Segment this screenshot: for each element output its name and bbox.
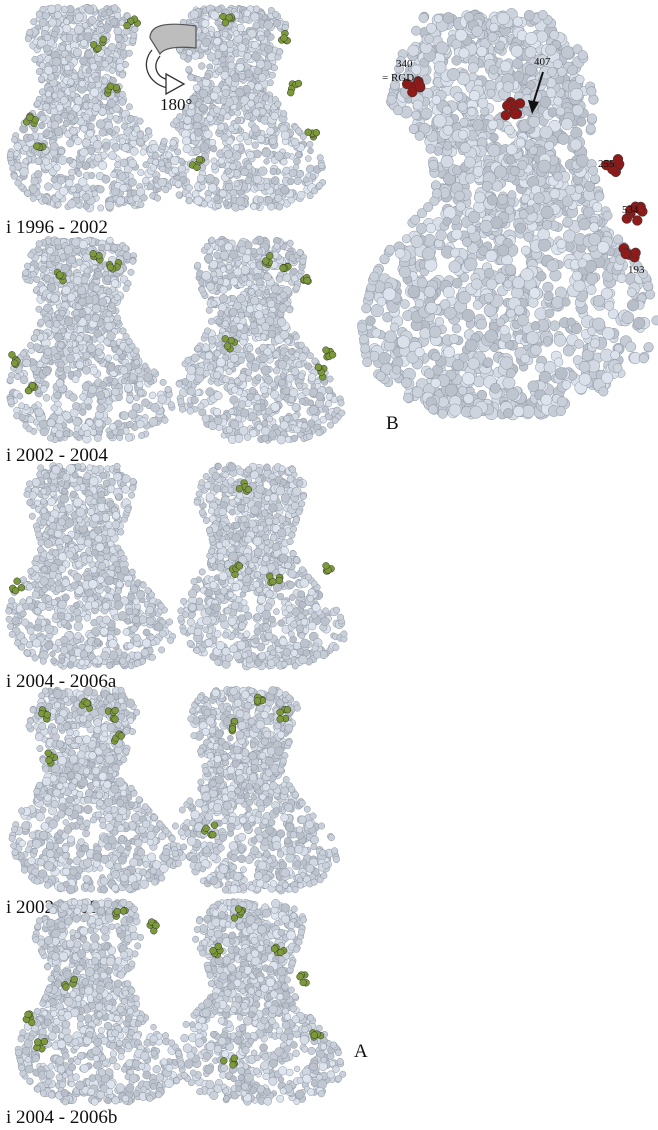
protein-back-view-row2 <box>175 235 346 445</box>
rotation-arrow-icon <box>145 23 197 96</box>
row-label-2004-2006a: i 2004 - 2006a <box>6 671 117 692</box>
residue-label-193: 193 <box>628 264 645 276</box>
residue-label-340: 340 <box>396 58 413 70</box>
panel-b-label: B <box>386 413 399 434</box>
protein-large-view <box>357 8 658 421</box>
protein-front-view-row5 <box>14 897 184 1106</box>
residue-label-rgd: = RGD <box>382 72 415 84</box>
residue-label-534: 534 <box>622 204 639 216</box>
row-label-1996-2002: i 1996 - 2002 <box>6 217 108 238</box>
protein-back-view-row3 <box>177 461 348 671</box>
protein-front-view-row1 <box>6 3 177 213</box>
residue-label-407: 407 <box>534 56 551 68</box>
protein-front-view-row2 <box>6 236 176 444</box>
rotation-angle-label: 180° <box>160 95 193 114</box>
row-label-2002-2004: i 2002 - 2004 <box>6 445 108 466</box>
protein-back-view-row1 <box>157 4 327 212</box>
protein-front-view-row3 <box>5 462 177 670</box>
panel-a-label: A <box>354 1041 368 1062</box>
pointer-arrow-407 <box>528 71 544 114</box>
protein-front-view-row4 <box>8 686 180 895</box>
row-label-2004-2006b: i 2004 - 2006b <box>6 1107 118 1128</box>
residue-label-255: 255 <box>598 158 615 170</box>
protein-back-view-row4 <box>168 685 340 895</box>
protein-back-view-row5 <box>175 898 347 1106</box>
